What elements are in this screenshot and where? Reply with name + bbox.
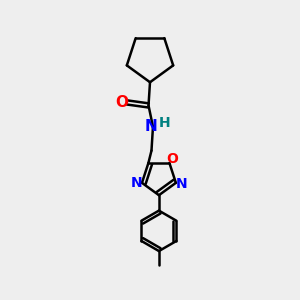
Text: O: O xyxy=(115,95,128,110)
Text: O: O xyxy=(167,152,178,167)
Text: N: N xyxy=(145,119,158,134)
Text: N: N xyxy=(176,177,187,191)
Text: N: N xyxy=(131,176,142,190)
Text: H: H xyxy=(158,116,170,130)
